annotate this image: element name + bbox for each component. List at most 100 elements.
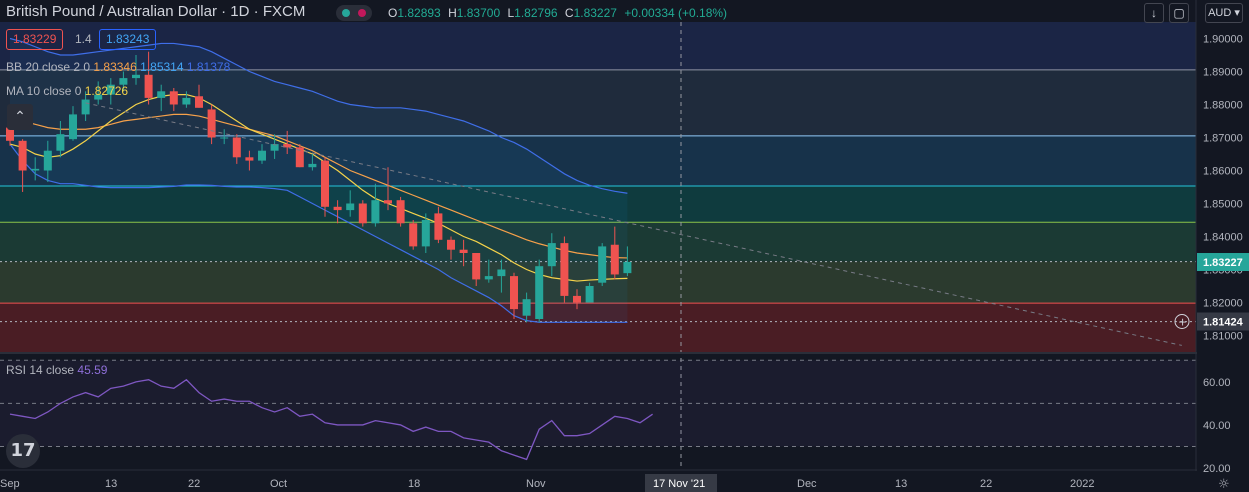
time-axis-bg [0, 471, 1249, 492]
currency-selector[interactable]: AUD ▾ [1205, 3, 1243, 23]
crosshair-time-label: 17 Nov '21 [653, 478, 705, 490]
candle-body [182, 97, 191, 105]
candle-body [547, 243, 556, 267]
candle-body [295, 147, 304, 168]
price-tick-label: 1.84000 [1203, 232, 1243, 244]
candle-body [106, 84, 115, 95]
add-alert-icon[interactable] [1174, 314, 1190, 330]
trendline [85, 102, 1182, 346]
ma-legend[interactable]: MA 10 close 0 1.82726 [6, 84, 128, 98]
maximize-icon[interactable]: ▢ [1169, 3, 1189, 23]
price-tick-label: 1.81000 [1203, 331, 1243, 343]
price-tick-label: 1.82000 [1203, 298, 1243, 310]
candle-body [132, 74, 140, 79]
rsi-value: 45.59 [77, 363, 108, 377]
time-tick-label: Sep [0, 478, 20, 490]
tradingview-logo: 17 [6, 434, 40, 468]
add-alert-plus-icon[interactable]: + [1178, 316, 1187, 329]
settings-gear-icon[interactable]: ☼ [1218, 477, 1230, 492]
crosshair-price-tag [1197, 312, 1249, 331]
candle-body [81, 99, 90, 115]
candle-body [270, 144, 279, 151]
candle-body [333, 206, 342, 211]
market-open-dot [342, 9, 350, 17]
close-value: 1.83227 [573, 6, 617, 20]
candle-body [409, 223, 418, 247]
spread-value: 1.4 [75, 32, 92, 46]
candle-body [283, 144, 292, 148]
price-zone-3 [0, 186, 1196, 223]
symbol-name: British Pound / Australian Dollar [6, 3, 217, 20]
candle-body [535, 266, 544, 319]
time-tick-label: 2022 [1070, 478, 1094, 490]
candle-body [220, 137, 229, 139]
open-label: O [388, 6, 398, 20]
crosshair-price-label: 1.81424 [1203, 317, 1244, 329]
candle-body [157, 91, 166, 98]
candle-body [358, 203, 367, 224]
rsi-band-fill [0, 360, 1196, 447]
exchange-label: FXCM [262, 3, 306, 20]
candle-body [497, 269, 506, 277]
rsi-legend[interactable]: RSI 14 close 45.59 [6, 363, 107, 377]
candle-body [56, 134, 65, 151]
candle-body [308, 163, 317, 168]
open-value: 1.82893 [397, 6, 441, 20]
bb-basis-value: 1.83346 [93, 60, 137, 74]
price-tick-label: 1.89000 [1203, 67, 1243, 79]
candle-body [245, 157, 254, 161]
candle-body [434, 213, 443, 240]
rsi-line [9, 378, 653, 461]
candle-body [321, 160, 329, 207]
bb-fill [10, 38, 628, 323]
close-label: C [564, 6, 574, 20]
candle-body [472, 253, 481, 280]
price-tick-label: 1.86000 [1203, 166, 1243, 178]
candle-body [232, 137, 241, 158]
candle-body [18, 140, 27, 171]
price-tick-label: 1.88000 [1203, 100, 1243, 112]
symbol-title[interactable]: British Pound / Australian Dollar · 1D ·… [6, 3, 306, 20]
collapse-legend-icon[interactable]: ⌃ [7, 104, 33, 130]
candle-body [484, 276, 493, 280]
high-value: 1.83700 [456, 6, 501, 20]
low-value: 1.82796 [514, 6, 558, 20]
candle-body [421, 220, 430, 247]
time-tick-label: Oct [270, 478, 287, 490]
candle-body [610, 244, 619, 275]
candle-body [459, 249, 468, 253]
status-dots[interactable] [336, 5, 372, 21]
bb-basis-line [9, 113, 628, 259]
candle-body [522, 299, 531, 316]
scroll-down-icon[interactable]: ↓ [1144, 3, 1164, 23]
bb-label: BB 20 close 2 0 [6, 60, 91, 74]
crosshair-time-tag [645, 474, 717, 492]
candle-body [144, 74, 153, 98]
candle-body [573, 295, 581, 303]
high-label: H [448, 6, 457, 20]
time-tick-label: 13 [105, 478, 117, 490]
time-tick-label: 22 [188, 478, 200, 490]
candle-body [510, 276, 518, 310]
candle-body [346, 203, 355, 211]
bb-upper-value: 1.85314 [140, 60, 184, 74]
bb-legend[interactable]: BB 20 close 2 0 1.83346 1.85314 1.81378 [6, 60, 230, 74]
rsi-label: RSI 14 close [6, 363, 75, 377]
candle-body [371, 200, 380, 224]
candle-body [94, 94, 103, 100]
time-tick-label: 22 [980, 478, 992, 490]
price-zone-0 [0, 22, 1196, 70]
price-tick-label: 1.85000 [1203, 199, 1243, 211]
low-label: L [507, 6, 515, 20]
buy-button[interactable]: 1.83243 [99, 29, 157, 50]
time-tick-label: Nov [526, 478, 546, 490]
sell-button[interactable]: 1.83229 [6, 29, 64, 50]
candle-body [195, 96, 203, 108]
candle-body [207, 109, 216, 138]
interval-label[interactable]: 1D [230, 3, 250, 20]
last-price-label: 1.83227 [1203, 257, 1243, 269]
price-tick-label: 1.90000 [1203, 34, 1243, 46]
candle-body [119, 78, 128, 85]
rsi-tick-label: 20.00 [1203, 463, 1231, 475]
